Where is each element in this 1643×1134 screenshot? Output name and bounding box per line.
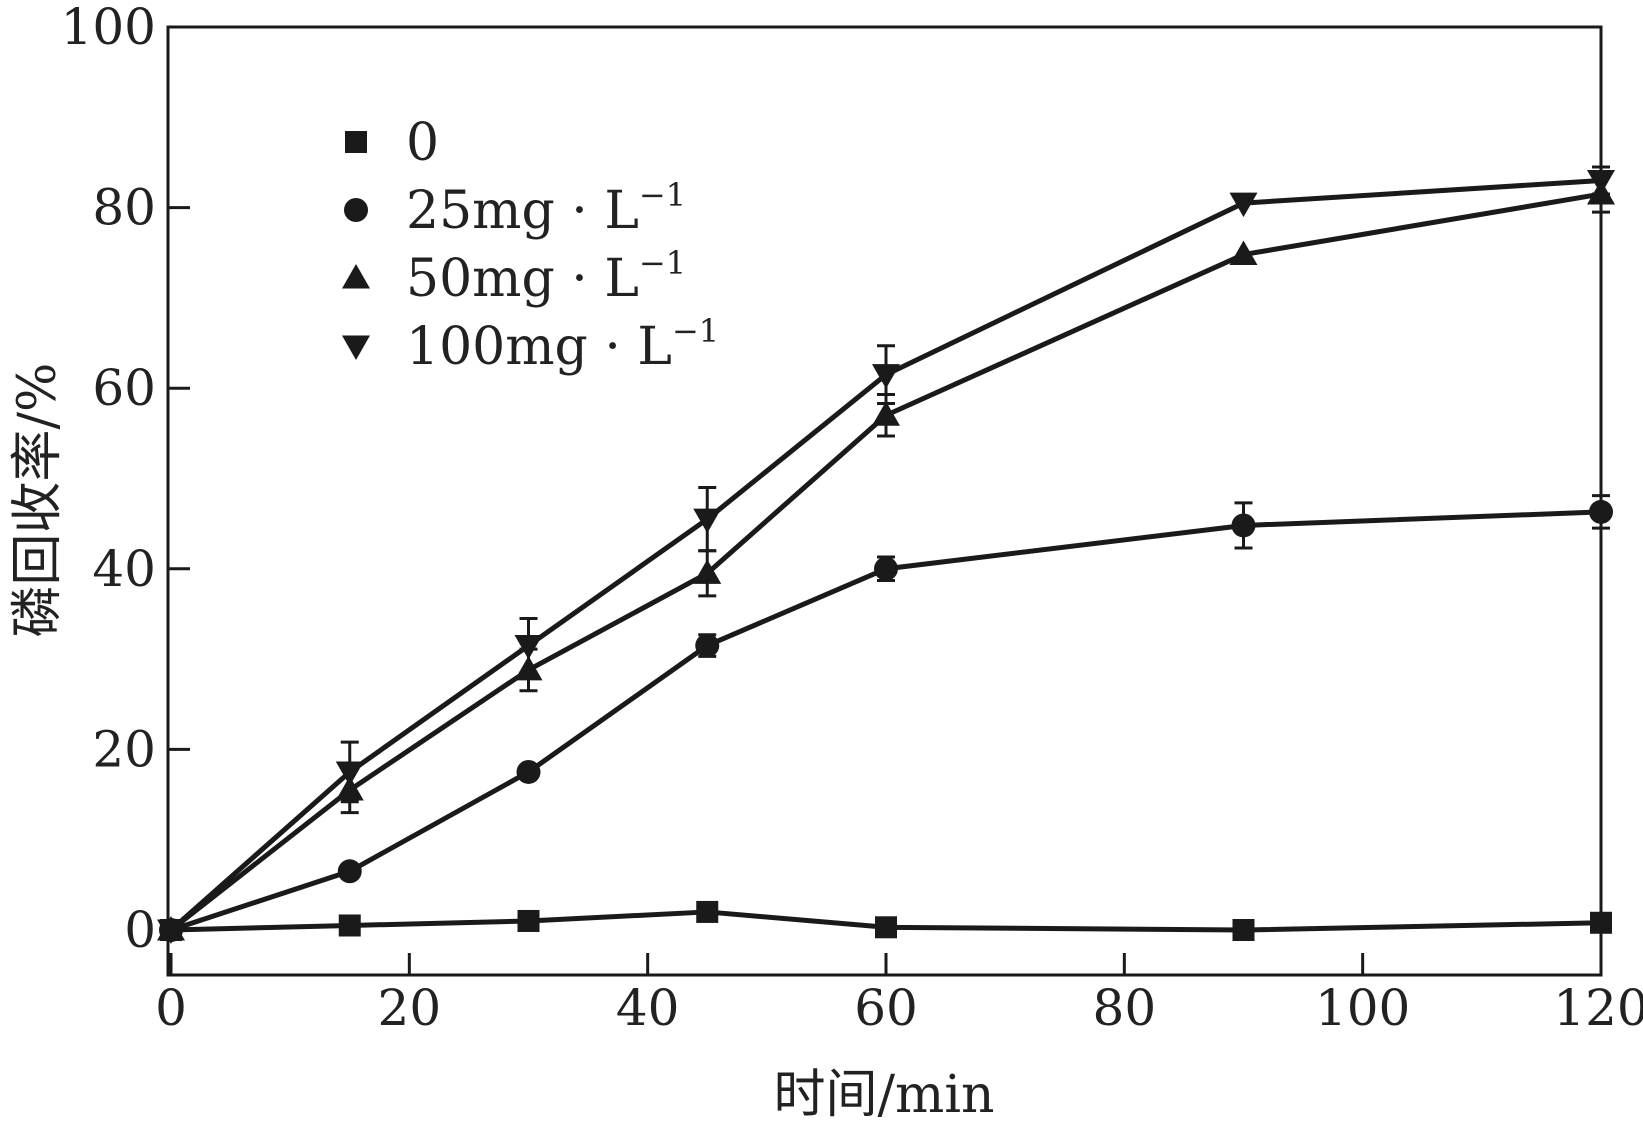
series-0	[160, 900, 1612, 941]
square-marker	[696, 900, 719, 923]
x-tick-label: 0	[155, 979, 187, 1037]
legend-item: 50mg · L−1	[342, 244, 686, 309]
triangle-down-marker	[1229, 192, 1258, 218]
x-tick-label: 100	[1315, 979, 1410, 1037]
square-marker	[875, 916, 897, 939]
legend-triangle-up-marker	[342, 264, 370, 289]
circle-marker	[1231, 513, 1256, 538]
series-line	[169, 178, 1602, 932]
legend-triangle-down-marker	[342, 335, 370, 360]
legend-item: 0	[345, 113, 439, 173]
x-tick-label: 40	[616, 979, 680, 1037]
x-tick-label: 60	[854, 979, 918, 1037]
series-1	[159, 494, 1613, 942]
legend-square-marker	[345, 131, 367, 153]
y-tick-label: 0	[124, 901, 156, 959]
x-tick-label: 80	[1093, 979, 1157, 1037]
y-axis: 0 20 40 60 80 100	[61, 0, 190, 959]
y-axis-title: 磷回收率/%	[8, 363, 68, 638]
legend-label: 50mg · L−1	[406, 244, 686, 309]
triangle-down-marker	[514, 635, 543, 660]
x-axis: 0 20 40 60 80 100 120	[155, 953, 1643, 1037]
legend-circle-marker	[344, 198, 368, 222]
plot-frame	[166, 25, 1603, 977]
legend-item: 25mg · L−1	[344, 176, 686, 241]
triangle-up-marker	[1229, 240, 1258, 266]
legend-item: 100mg · L−1	[342, 312, 719, 377]
triangle-up-marker	[693, 559, 722, 584]
circle-marker	[337, 859, 362, 884]
triangle-up-marker	[872, 401, 900, 426]
x-tick-label: 20	[378, 979, 442, 1037]
triangle-down-marker	[872, 364, 900, 389]
y-tick-label: 20	[92, 720, 156, 778]
square-marker	[338, 914, 361, 937]
triangle-down-marker	[693, 508, 722, 534]
legend-label: 25mg · L−1	[406, 176, 686, 241]
y-tick-label: 60	[92, 359, 156, 417]
square-marker	[517, 909, 540, 932]
y-tick-label: 40	[92, 540, 156, 598]
y-tick-label: 100	[61, 0, 156, 56]
circle-marker	[874, 556, 898, 581]
triangle-down-marker	[335, 761, 364, 786]
y-tick-label: 80	[92, 179, 156, 237]
x-axis-title: 时间/min	[774, 1065, 995, 1125]
circle-marker	[516, 759, 541, 784]
series-3	[157, 165, 1615, 944]
triangle-down-marker	[157, 919, 185, 944]
series-layer	[157, 165, 1615, 944]
x-tick-label: 120	[1553, 979, 1643, 1037]
legend-label: 0	[406, 113, 439, 173]
circle-marker	[695, 633, 720, 658]
square-marker	[1232, 919, 1255, 941]
legend-label: 100mg · L−1	[406, 312, 719, 377]
